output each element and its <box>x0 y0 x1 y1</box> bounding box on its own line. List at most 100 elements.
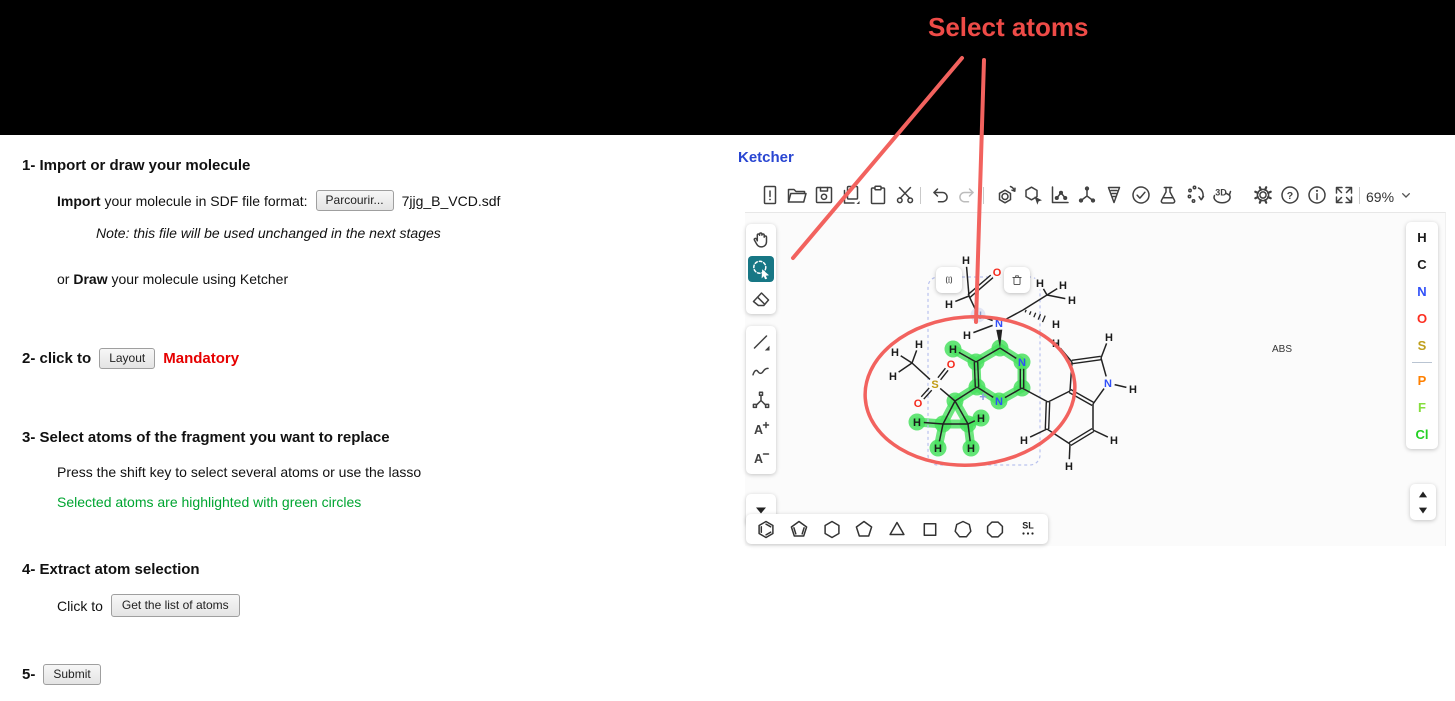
toolbar-group: 3D <box>994 183 1234 207</box>
hand-tool-button[interactable] <box>748 227 774 253</box>
svg-text:O: O <box>914 398 923 410</box>
expand-abbreviation-button[interactable] <box>936 267 962 293</box>
ketcher-title: Ketcher <box>738 149 794 166</box>
calculated-values-button[interactable] <box>1156 183 1180 207</box>
element-o-button[interactable]: O <box>1409 306 1435 330</box>
template-cyclohexane-button[interactable] <box>820 517 844 541</box>
sgroup-tool-button[interactable] <box>748 387 774 413</box>
undo-button[interactable] <box>928 183 952 207</box>
open-icon <box>787 188 807 203</box>
help-button[interactable]: ? <box>1278 183 1302 207</box>
select-lasso-tool-button[interactable] <box>748 256 774 282</box>
svg-text:H: H <box>1036 278 1044 290</box>
template-cycloheptane-button[interactable] <box>951 517 975 541</box>
element-panel-card: H C N O S P F Cl <box>1406 222 1438 449</box>
selected-filename: 7jjg_B_VCD.sdf <box>401 192 501 209</box>
ketcher-canvas[interactable]: N N H N N O H H H H H H H S O O H H H H H H H H H H H H N H + ABS <box>745 212 1446 546</box>
svg-text:H: H <box>1059 280 1067 292</box>
browse-button[interactable]: Parcourir... <box>315 190 394 211</box>
settings-icon <box>1254 186 1272 204</box>
cyclopropane-icon <box>889 521 905 536</box>
expand-more-tool-button[interactable] <box>748 497 774 523</box>
element-n-button[interactable]: N <box>1409 279 1435 303</box>
cyclobutane-icon <box>923 523 937 536</box>
hand-icon <box>753 232 768 248</box>
delete-selection-button[interactable] <box>1004 267 1030 293</box>
clear-canvas-button[interactable] <box>758 183 782 207</box>
charge-plus-tool-button[interactable]: A <box>748 416 774 442</box>
submit-button[interactable]: Submit <box>43 664 101 685</box>
layout-button[interactable]: Layout <box>99 348 156 369</box>
3d-viewer-button[interactable]: 3D <box>1210 183 1234 207</box>
template-benzene-button[interactable] <box>754 517 778 541</box>
or-prefix: or <box>57 271 74 287</box>
scroll-up-button[interactable] <box>1413 487 1433 502</box>
stereochemistry-button[interactable] <box>1102 183 1126 207</box>
settings-button[interactable] <box>1251 183 1275 207</box>
svg-text:H: H <box>913 417 921 429</box>
layout-button[interactable] <box>1048 183 1072 207</box>
svg-text:H: H <box>945 299 953 311</box>
svg-text:H: H <box>963 330 971 342</box>
element-s-button[interactable]: S <box>1409 333 1435 357</box>
cyclopentadiene-icon <box>790 520 808 537</box>
cyclopentane-icon <box>855 520 873 537</box>
about-button[interactable] <box>1305 183 1329 207</box>
svg-text:H: H <box>1020 435 1028 447</box>
structure-library-icon: SL <box>1022 521 1034 535</box>
calculated-values-icon <box>1160 186 1176 204</box>
open-button[interactable] <box>785 183 809 207</box>
import-rest: your molecule in SDF file format: <box>100 192 308 209</box>
template-cyclopropane-button[interactable] <box>885 517 909 541</box>
element-h-button[interactable]: H <box>1409 225 1435 249</box>
svg-text:?: ? <box>1287 190 1293 202</box>
copy-button[interactable] <box>839 183 863 207</box>
aromatize-button[interactable] <box>994 183 1018 207</box>
step4-row: Click to Get the list of atoms <box>57 594 240 617</box>
paste-icon <box>870 185 886 205</box>
erase-tool-button[interactable] <box>748 285 774 311</box>
chain-tool-button[interactable] <box>748 358 774 384</box>
import-bold: Import <box>57 192 101 209</box>
svg-text:H: H <box>891 347 899 359</box>
svg-text:N: N <box>1018 357 1026 369</box>
cut-button[interactable] <box>893 183 917 207</box>
element-f-button[interactable]: F <box>1409 395 1435 419</box>
step3-line2: Selected atoms are highlighted with gree… <box>57 494 362 510</box>
svg-text:N: N <box>995 396 1003 408</box>
svg-text:H: H <box>915 339 923 351</box>
save-as-button[interactable] <box>812 183 836 207</box>
calculate-cip-button[interactable] <box>1183 183 1207 207</box>
dearomatize-button[interactable] <box>1021 183 1045 207</box>
expand-more-icon <box>756 507 766 514</box>
get-list-of-atoms-button[interactable]: Get the list of atoms <box>110 594 240 617</box>
sgroup-icon <box>752 391 770 409</box>
charge-minus-tool-button[interactable]: A <box>748 445 774 471</box>
bond-tool-button[interactable] <box>748 329 774 355</box>
zoom-control[interactable]: 69% <box>1366 187 1414 206</box>
save-as-icon <box>815 186 833 204</box>
svg-text:SL: SL <box>1022 521 1034 531</box>
step5-prefix: 5- <box>22 666 36 683</box>
undo-icon <box>933 188 948 203</box>
template-structure-library-button[interactable]: SL <box>1016 517 1040 541</box>
template-cyclopentadiene-button[interactable] <box>787 517 811 541</box>
paste-button[interactable] <box>866 183 890 207</box>
clean-up-button[interactable] <box>1075 183 1099 207</box>
template-cyclopentane-button[interactable] <box>852 517 876 541</box>
scroll-down-button[interactable] <box>1413 502 1433 517</box>
import-label: Import your molecule in SDF file format: <box>57 193 308 209</box>
expand-abbreviation-icon <box>945 276 953 284</box>
element-cl-button[interactable]: Cl <box>1409 422 1435 446</box>
template-cyclooctane-button[interactable] <box>983 517 1007 541</box>
aromatize-icon <box>998 185 1016 204</box>
fullscreen-button[interactable] <box>1332 183 1356 207</box>
element-c-button[interactable]: C <box>1409 252 1435 276</box>
toolbar-separator <box>983 187 984 204</box>
redo-button[interactable] <box>955 183 979 207</box>
template-cyclobutane-button[interactable] <box>918 517 942 541</box>
check-structure-button[interactable] <box>1129 183 1153 207</box>
element-p-button[interactable]: P <box>1409 368 1435 392</box>
